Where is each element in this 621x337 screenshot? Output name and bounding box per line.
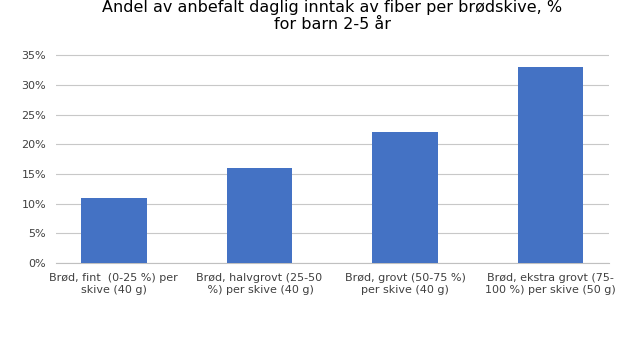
- Bar: [227, 168, 292, 263]
- Bar: [372, 132, 438, 263]
- Bar: [81, 197, 147, 263]
- Bar: [518, 67, 584, 263]
- Title: Andel av anbefalt daglig inntak av fiber per brødskive, %
for barn 2-5 år: Andel av anbefalt daglig inntak av fiber…: [102, 0, 562, 32]
